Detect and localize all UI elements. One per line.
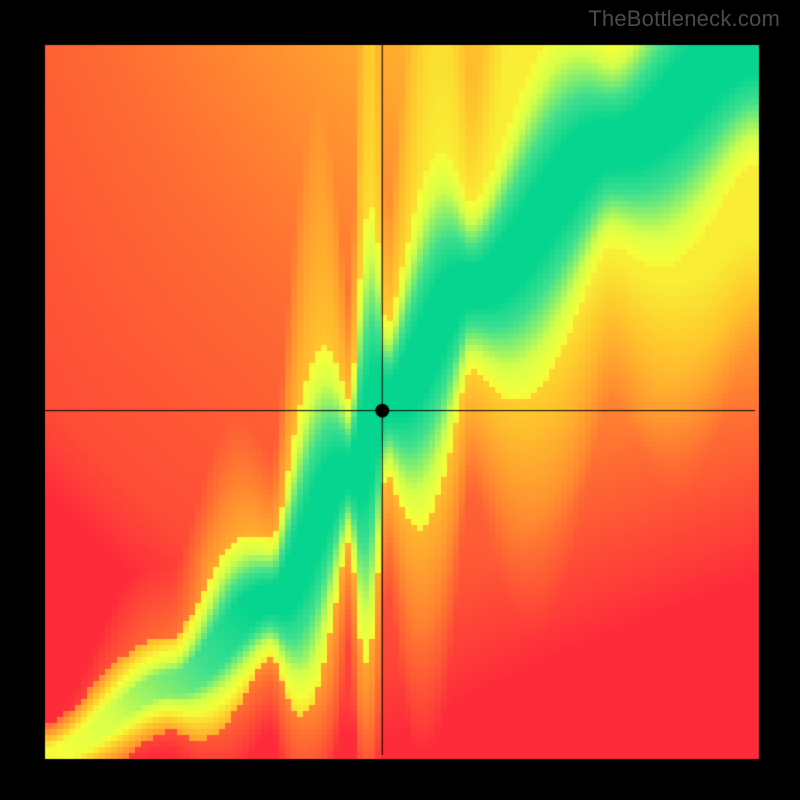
chart-container: TheBottleneck.com <box>0 0 800 800</box>
attribution-text: TheBottleneck.com <box>588 6 780 32</box>
heatmap-canvas <box>0 0 800 800</box>
